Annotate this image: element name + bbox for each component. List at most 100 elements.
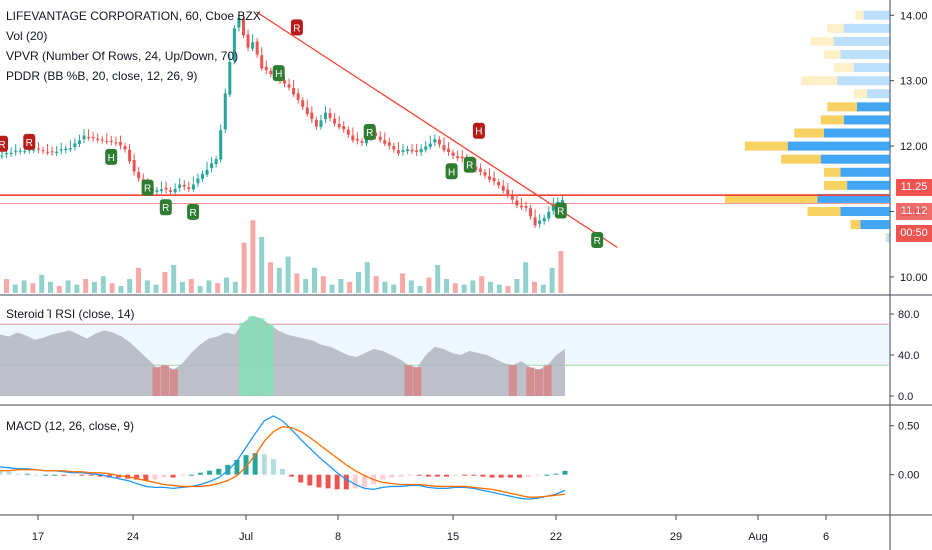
volume-bar: [127, 279, 133, 293]
x-tick-label: 6: [823, 531, 829, 543]
vpvr-up-bar: [857, 102, 890, 112]
candle-body: [164, 187, 168, 190]
pattern-marker-label: H: [448, 167, 455, 178]
vpvr-legend[interactable]: VPVR (Number Of Rows, 24, Up/Down, 70): [6, 49, 239, 63]
x-tick-label: 22: [550, 531, 562, 543]
candle-body: [287, 84, 291, 88]
candle-body: [128, 149, 132, 162]
candle-body: [333, 118, 337, 124]
signal-line: [0, 426, 566, 498]
candle-body: [210, 163, 214, 169]
pattern-marker: R: [23, 133, 36, 150]
macd-histogram-bar: [170, 474, 176, 478]
volume-bar: [426, 277, 432, 293]
vpvr-down-bar: [833, 63, 854, 73]
candle-body: [64, 148, 68, 151]
candle-body: [23, 151, 27, 153]
pattern-marker: R: [0, 135, 8, 152]
candle-body: [232, 28, 236, 62]
macd-histogram-bar: [97, 474, 103, 477]
vpvr-up-bar: [843, 23, 890, 33]
volume-bar: [523, 262, 529, 293]
volume-bar: [109, 283, 115, 293]
vol-legend[interactable]: Vol (20): [6, 29, 48, 43]
macd-histogram-bar: [553, 473, 559, 475]
pattern-marker: R: [363, 124, 376, 141]
candle-body: [488, 176, 492, 180]
candle-body: [159, 189, 163, 192]
candle-body: [342, 126, 346, 130]
candle-body: [46, 151, 50, 153]
candle-body: [538, 220, 542, 224]
pattern-marker: R: [463, 156, 476, 173]
pattern-marker: R: [290, 19, 303, 36]
pattern-marker: R: [591, 231, 604, 248]
candle-body: [365, 138, 369, 144]
candle-body: [447, 148, 451, 152]
candle-body: [433, 139, 437, 143]
macd-histogram-bar: [343, 474, 349, 490]
pattern-marker-label: R: [466, 161, 473, 172]
candle-body: [533, 217, 537, 226]
pattern-marker-label: H: [275, 69, 282, 80]
candle-body: [305, 107, 309, 115]
candle-body: [460, 156, 464, 159]
candle-body: [5, 153, 9, 155]
price-tick-label: 12.00: [900, 141, 928, 153]
volume-bar: [232, 281, 238, 293]
volume-bar: [382, 281, 388, 293]
candle-body: [68, 148, 72, 150]
rsi-panel: [0, 316, 890, 396]
volume-bar: [224, 277, 229, 293]
pattern-marker: R: [554, 202, 567, 219]
volume-bar: [338, 279, 344, 293]
candle-body: [50, 151, 54, 153]
candle-body: [346, 129, 350, 135]
volume-bar: [391, 284, 397, 293]
macd-histogram-bar: [161, 474, 167, 478]
pddr-legend[interactable]: PDDR (BB %B, 20, close, 12, 26, 9): [6, 69, 198, 83]
candle-body: [169, 190, 173, 192]
candle-body: [100, 139, 104, 141]
vpvr-up-bar: [824, 128, 890, 138]
volume-bar: [356, 272, 361, 293]
volume-bar: [417, 286, 423, 293]
macd-histogram-bar: [334, 474, 340, 490]
vpvr-up-bar: [843, 115, 890, 125]
macd-histogram-bar: [61, 474, 67, 476]
vpvr-up-bar: [833, 36, 890, 46]
volume-bar: [479, 276, 485, 293]
vpvr-down-bar: [850, 220, 861, 230]
macd-histogram-bar: [316, 474, 322, 488]
rsi-legend[interactable]: Steroid Ἱ RSI (close, 14): [6, 307, 135, 321]
volume-bar: [268, 262, 273, 293]
candle-body: [228, 61, 232, 95]
macd-histogram-bar: [352, 474, 358, 489]
volume-bar: [444, 279, 449, 293]
vpvr-down-bar: [744, 141, 788, 151]
candle-body: [173, 189, 177, 193]
macd-panel: [0, 415, 568, 500]
candle-body: [383, 140, 387, 144]
pattern-marker: R: [159, 199, 172, 216]
macd-histogram-bar: [298, 474, 304, 483]
pattern-marker-label: R: [557, 207, 564, 218]
candle-body: [547, 211, 551, 219]
pattern-marker-label: R: [0, 140, 6, 151]
macd-histogram-bar: [243, 455, 249, 475]
macd-histogram-bar: [88, 474, 94, 476]
candle-body: [396, 150, 400, 154]
volume-bar: [408, 280, 414, 293]
symbol-title[interactable]: LIFEVANTAGE CORPORATION, 60, Cboe BZX: [6, 9, 261, 23]
candle-body: [451, 152, 455, 156]
macd-legend[interactable]: MACD (12, 26, close, 9): [6, 419, 135, 433]
macd-histogram-bar: [270, 459, 276, 475]
candle-body: [41, 150, 45, 152]
volume-bar: [65, 280, 71, 293]
candle-body: [77, 140, 81, 145]
macd-line: [0, 415, 566, 500]
rsi-overbought: [239, 322, 248, 396]
candle-body: [560, 200, 564, 203]
volume-bar: [74, 284, 80, 293]
